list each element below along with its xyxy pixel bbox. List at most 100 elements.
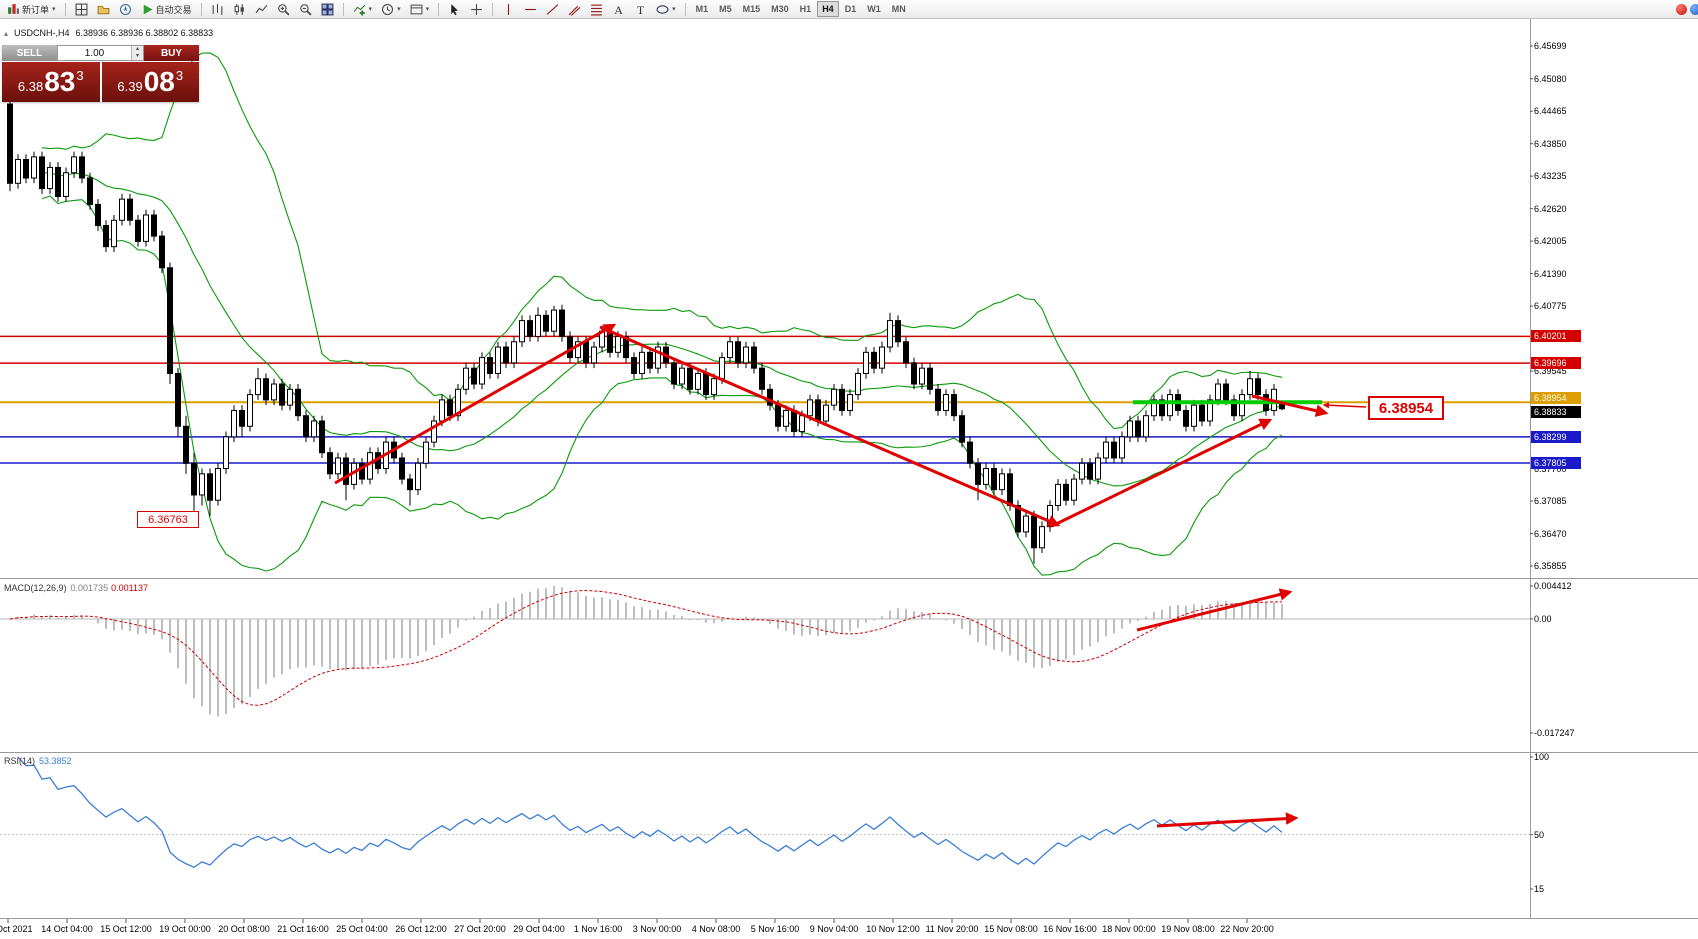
buy-price-pips: 08: [143, 66, 175, 97]
notification-blue-icon[interactable]: [1690, 3, 1698, 15]
cursor-button[interactable]: [444, 0, 465, 18]
bar-chart-button[interactable]: [207, 0, 228, 18]
tile-windows-button[interactable]: [317, 0, 338, 18]
rsi-header: RSI(14) 53.3852: [4, 756, 72, 766]
bollinger-band-line: [41, 195, 1283, 576]
label-icon: T: [634, 3, 647, 16]
one-click-trading-panel: SELL 1.00 ▴ ▾ BUY 6.38 83 3 6.39 08 3: [2, 45, 199, 102]
zoom-out-icon: [299, 3, 312, 16]
bollinger-band-line: [41, 171, 1283, 487]
volume-up-icon[interactable]: ▴: [132, 46, 143, 53]
candlestick-icon: [233, 3, 246, 16]
volume-down-icon[interactable]: ▾: [132, 53, 143, 60]
macd-histogram: [9, 586, 1283, 717]
shapes-icon: [656, 3, 669, 16]
svg-text:A: A: [614, 3, 623, 16]
navigator-button[interactable]: [115, 0, 136, 18]
hline-icon: [524, 3, 537, 16]
buy-price-button[interactable]: 6.39 08 3: [101, 62, 199, 102]
indicators-button[interactable]: ▾: [349, 0, 377, 18]
timeframe-M30-button[interactable]: M30: [771, 4, 789, 14]
crosshair-button[interactable]: [466, 0, 487, 18]
trendline-icon: [546, 3, 559, 16]
fibonacci-icon: [590, 3, 603, 16]
label-button[interactable]: T: [630, 0, 651, 18]
vertical-line-button[interactable]: [498, 0, 519, 18]
new-order-icon: [7, 3, 20, 16]
candlestick-button[interactable]: [229, 0, 250, 18]
autotrading-button[interactable]: 自动交易: [137, 0, 196, 18]
zoom-in-icon: [277, 3, 290, 16]
line-chart-button[interactable]: [251, 0, 272, 18]
charts-grid-icon: [75, 3, 88, 16]
chart-window[interactable]: ▴ USDCNH-,H4 6.38936 6.38936 6.38802 6.3…: [0, 18, 1698, 939]
price-callout-label[interactable]: 6.38954: [1368, 396, 1444, 420]
chart-canvas: [0, 18, 1698, 923]
buy-button[interactable]: BUY: [144, 45, 199, 61]
templates-button[interactable]: ▾: [406, 0, 434, 18]
trendline-button[interactable]: [542, 0, 563, 18]
profiles-button[interactable]: [93, 0, 114, 18]
macd-header: MACD(12,26,9) 0.001735 0.001137: [4, 583, 148, 593]
shapes-button[interactable]: ▾: [652, 0, 680, 18]
trend-arrow[interactable]: [599, 325, 1061, 527]
trend-arrow[interactable]: [1136, 588, 1293, 632]
toolbar-separator: [342, 2, 344, 16]
zoom-in-button[interactable]: [273, 0, 294, 18]
charts-button[interactable]: [71, 0, 92, 18]
timeframe-M15-button[interactable]: M15: [742, 4, 761, 14]
trend-arrow[interactable]: [1322, 402, 1367, 409]
timeframe-D1-button[interactable]: D1: [844, 4, 857, 14]
channel-icon: [568, 3, 581, 16]
timeframe-MN-button[interactable]: MN: [891, 4, 906, 14]
profiles-icon: [97, 3, 110, 16]
candlestick-series: [7, 98, 1285, 564]
buy-price-point: 3: [175, 67, 184, 83]
trend-arrow[interactable]: [334, 323, 617, 485]
notification-red-icon[interactable]: [1676, 3, 1687, 15]
one-click-prices: 6.38 83 3 6.39 08 3: [2, 62, 199, 102]
trend-arrow[interactable]: [1051, 418, 1273, 528]
autotrade-icon: [141, 3, 154, 16]
chevron-down-icon[interactable]: ▾: [52, 6, 56, 13]
chevron-down-icon[interactable]: ▾: [397, 6, 401, 13]
trend-arrow[interactable]: [1156, 812, 1299, 828]
periods-button[interactable]: ▾: [377, 0, 405, 18]
timeframe-H4-button[interactable]: H4: [817, 1, 839, 17]
indicators-icon: [353, 3, 366, 16]
crosshair-icon: [470, 3, 483, 16]
periods-icon: [381, 3, 394, 16]
new-order-button[interactable]: 新订单 ▾: [3, 0, 60, 18]
macd-main-value: 0.001735: [70, 583, 109, 593]
rsi-value: 53.3852: [39, 756, 72, 766]
toolbar-right-icons: [1676, 3, 1698, 15]
volume-field[interactable]: 1.00 ▴ ▾: [57, 45, 144, 61]
cursor-icon: [448, 3, 461, 16]
chevron-down-icon[interactable]: ▾: [672, 6, 676, 13]
text-icon: A: [612, 3, 625, 16]
sell-button[interactable]: SELL: [2, 45, 57, 61]
timeframe-H1-button[interactable]: H1: [799, 4, 812, 14]
low-price-callout-label[interactable]: 6.36763: [137, 511, 199, 528]
horizontal-line-button[interactable]: [520, 0, 541, 18]
fibonacci-button[interactable]: [586, 0, 607, 18]
text-button[interactable]: A: [608, 0, 629, 18]
timeframe-W1-button[interactable]: W1: [867, 4, 881, 14]
trend-arrow[interactable]: [1251, 394, 1329, 417]
sell-price-pips: 83: [44, 66, 76, 97]
timeframe-M5-button[interactable]: M5: [719, 4, 732, 14]
tile-windows-icon: [321, 3, 334, 16]
toolbar-separator: [64, 2, 66, 16]
sell-price-button[interactable]: 6.38 83 3: [2, 62, 100, 102]
line-chart-icon: [255, 3, 268, 16]
timeframe-M1-button[interactable]: M1: [695, 4, 709, 14]
chevron-down-icon[interactable]: ▾: [425, 6, 430, 13]
chevron-down-icon[interactable]: ▾: [368, 6, 373, 13]
volume-spinner[interactable]: ▴ ▾: [131, 46, 143, 60]
zoom-out-button[interactable]: [295, 0, 316, 18]
macd-name: MACD(12,26,9): [4, 583, 67, 593]
channel-button[interactable]: [564, 0, 585, 18]
rsi-name: RSI(14): [4, 756, 36, 766]
oneclick-collapse-icon[interactable]: ▴: [4, 28, 9, 38]
